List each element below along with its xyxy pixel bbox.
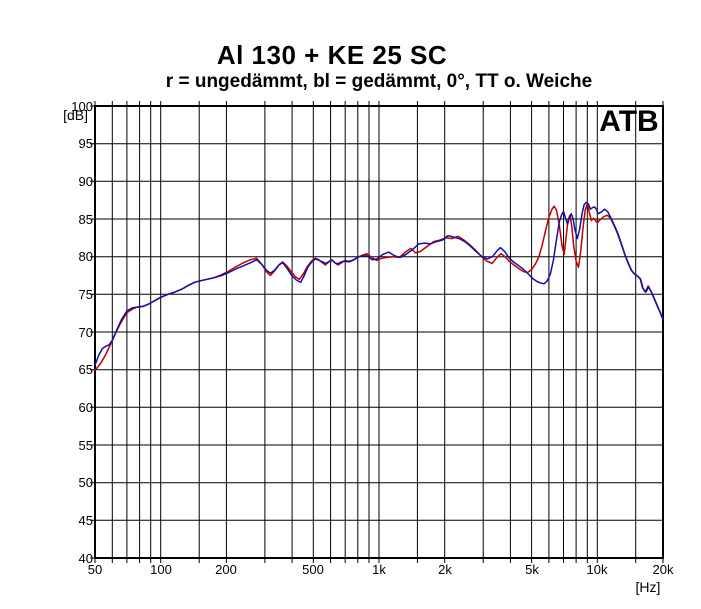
- chart-title: Al 130 + KE 25 SC: [216, 40, 448, 70]
- y-tick-label: 95: [78, 136, 93, 151]
- y-tick-label: 55: [78, 438, 93, 453]
- chart-subtitle: r = ungedämmt, bl = gedämmt, 0°, TT o. W…: [165, 71, 593, 92]
- y-axis-unit-label: [dB]: [63, 107, 88, 123]
- y-tick-label: 80: [78, 249, 93, 264]
- x-tick-label: 2k: [438, 562, 452, 577]
- x-tick-label: 50: [87, 562, 103, 577]
- plot-frame: [94, 105, 664, 559]
- y-tick-label: 45: [78, 513, 93, 528]
- y-tick-label: 50: [78, 475, 93, 490]
- y-tick-label: 75: [78, 287, 93, 302]
- x-tick-label: 500: [302, 562, 324, 577]
- x-axis-unit-label: [Hz]: [635, 579, 661, 595]
- y-tick-label: 70: [78, 325, 93, 340]
- y-tick-label: 40: [78, 551, 93, 566]
- atb-logo-text: ATB: [599, 105, 659, 138]
- x-tick-label: 10k: [586, 562, 608, 577]
- y-tick-label: 90: [78, 174, 93, 189]
- x-tick-label: 200: [215, 562, 237, 577]
- x-tick-label: 100: [150, 562, 172, 577]
- x-tick-label: 5k: [525, 562, 539, 577]
- x-tick-label: 20k: [652, 562, 674, 577]
- y-tick-label: 100: [71, 99, 93, 114]
- curve-ungedaempft-red: [94, 203, 664, 372]
- y-tick-label: 85: [78, 212, 93, 227]
- x-tick-label: 1k: [372, 562, 386, 577]
- y-tick-label: 65: [78, 362, 93, 377]
- curve-gedaempft-blue: [94, 201, 664, 366]
- y-tick-label: 60: [78, 400, 93, 415]
